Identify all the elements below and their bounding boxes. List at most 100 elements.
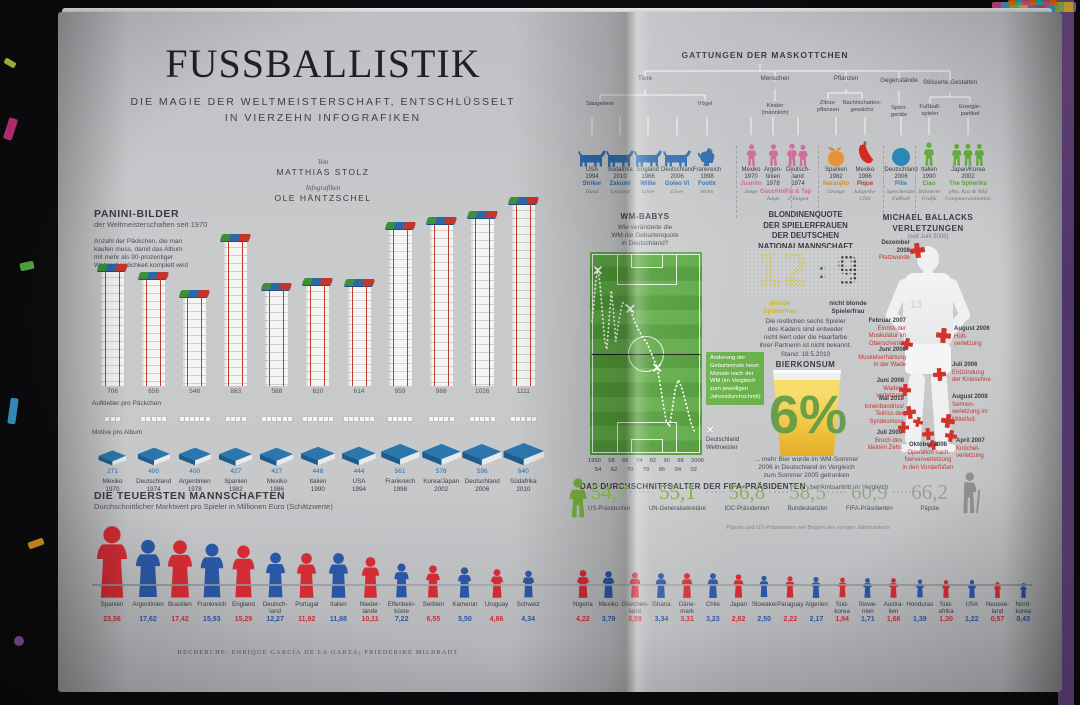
age-value: 56,8 [728,480,766,504]
sticker-square-icon [475,417,480,421]
panini-bar [179,290,211,386]
team-value: 3,34 [654,616,669,623]
sticker-square-icon [115,417,120,421]
age-value: 60,9 [851,480,888,504]
foosball-figure-icon [394,563,409,598]
team-country-label: Austra- lien [883,601,904,616]
silhouette-leg [930,371,952,447]
team-country-label: Nieder- lande [359,601,381,616]
mascot-item: Spanien 1982 Naranjito Orange [821,135,851,196]
stickers-count-cell [215,408,256,426]
stickers-per-pack-label: Aufkleber pro Päckchen [92,400,162,407]
team-value: 3,23 [706,616,720,623]
mascot-type: Löwe [670,188,684,195]
team-value: 4,34 [521,616,536,623]
mascot-type: Löwe [641,188,655,195]
axis-tick: 2006 [691,458,704,464]
mascot-type: (Ato, Kaz & Nik) Computeranimation [945,188,991,202]
byline-label: Von [317,158,329,166]
foosball-player: Deutsch- land 12,27 [259,504,291,623]
motifs-value: 576 [435,468,447,475]
sticker-square-icon [200,417,205,421]
blonde-count: 12 [755,245,809,296]
team-value: 6,55 [426,616,441,623]
motifs-value: 427 [271,468,283,475]
sticker-pile-icon [179,290,211,297]
motifs-value: 271 [107,468,118,475]
foosball-figure-icon [232,545,255,598]
taxonomy-level2-label: Sport- geräte [890,105,908,118]
age-entry: 60,9 FIFA-Präsidenten [846,480,893,513]
foosball-figure-icon [458,567,472,598]
mascot-country: Argen- tinien 1978 [763,167,782,188]
wm-axis-row1: 1950 58 66 74 82 90 98 2006 [588,458,704,464]
album-book-icon [98,450,127,466]
mascot-type: Hund [585,188,599,195]
sticker-square-icon [261,417,266,421]
sticker-square-icon [110,417,115,421]
packets-value: 588 [271,388,283,395]
team-value: 12,27 [266,616,284,623]
mascot-country: USA 1994 [585,167,599,181]
ages-dotted-line [892,491,912,493]
mascot-item: Italien 1990 Ciao Stilisierte Grafik [914,135,944,203]
foosball-player: Paraguay 2,22 [777,504,804,623]
football-pitch-chart [590,252,702,455]
foosball-player: USA 1,22 [959,504,985,623]
taxonomy-level2-label: Energie- partikel [959,104,981,117]
mascot-type: Junge [766,196,780,203]
age-group-label: IOC-Präsidenten [724,506,770,512]
album-book-icon [462,443,502,466]
team-country-label: England [232,601,255,608]
team-country-label: Paraguay [777,601,804,608]
foosball-rod [92,584,1032,586]
team-value: 2,82 [731,616,746,623]
motifs-value: 596 [476,468,488,475]
sticker-square-icon [521,417,526,421]
edition-label: Mexiko 1970 [102,478,123,493]
foosball-player: Nigeria 4,22 [570,504,596,623]
team-value: 3,79 [601,616,616,623]
sticker-square-icon [328,417,333,421]
orange-icon [827,147,845,167]
album-column: 561 Frankreich 1998 [380,437,421,496]
ages-title-strong: DAS DURCHSCHNITTSALTER DER FIFA-PRÄSIDEN… [580,482,806,491]
motifs-value: 640 [517,468,529,475]
sticker-pile-icon [137,272,170,279]
stickers-count-cell [380,408,421,426]
sticker-square-icon [349,417,354,421]
sticker-square-icon [531,417,536,421]
team-country-label: Uruguay [484,601,509,608]
motifs-value: 444 [353,468,365,475]
mascot-country: Deutsch- land 1974 [785,167,810,188]
sticker-square-icon [485,417,490,421]
album-book-icon [421,443,461,466]
foosball-figure-icon [681,573,693,598]
edition-label: Deutschland 1974 [136,478,172,493]
jersey-number: 13 [910,299,923,311]
foosball-figure-icon [329,553,348,598]
page-subtitle-line2: IN VIERZEHN INFOGRAFIKEN [224,112,422,124]
mascot-name: Juanito [740,181,762,188]
mascot-taxonomy-labels: Tiere Menschen Pflanzen Gegenstände Stilisie… [565,55,1040,167]
stickers-count-cell [462,408,503,426]
axis-tick: 1950 [588,458,601,464]
edition-label: USA 1994 [352,478,367,493]
sticker-square-icon [433,417,438,421]
sticker-square-icon [490,417,495,421]
team-value: 1,66 [886,616,901,623]
axis-tick: 58 [608,458,615,464]
sticker-square-icon [241,417,246,421]
page-title: FUSSBALLISTIK [165,41,481,86]
mascot-type: Stilisierte Grafik [918,188,940,202]
packets-value: 614 [353,388,365,395]
stickers-count-cell [92,408,133,426]
team-value: 0,57 [990,616,1005,623]
sticker-square-icon [205,417,210,421]
ages-dotted-line [705,491,725,493]
mascot-item: Mexiko 1970 Juanito Junge [738,135,764,196]
mascot-group-separator [915,146,916,218]
goal-box-top [631,254,663,269]
team-value: 2,17 [809,616,824,623]
panini-column: 588 [256,188,297,397]
